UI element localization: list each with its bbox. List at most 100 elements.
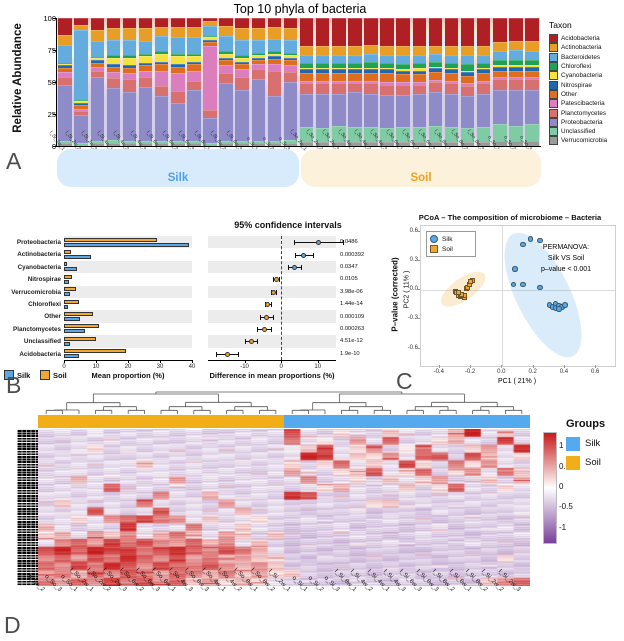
taxon-legend-item: Bacteroidetes [549,52,624,62]
y-tick-mark [53,82,56,83]
legend-label: Nitrospirae [561,81,592,89]
soil-mean-bar [64,250,71,254]
bar-segment [138,18,153,29]
panel-b-right-x-label: Difference in mean proportions (%) [209,371,335,380]
p-value: 3.98e-06 [340,288,363,295]
bar-segment [476,73,491,81]
bar-segment [412,55,426,63]
ci-cap [293,240,295,246]
bar-segment [460,85,475,97]
bar-segment [267,53,282,57]
tick-label: 20 [124,364,132,370]
x-tick-label: 0.2 [528,369,537,375]
bar-segment [74,29,88,101]
taxon-legend-title: Taxon [549,20,572,30]
bar-segment [444,73,459,81]
bar-segment [58,18,72,35]
p-value: 4.51e-12 [340,338,363,345]
bar-segment [509,50,523,61]
bar-segment [299,18,314,47]
bar-segment [122,39,137,56]
bar-segment [74,18,88,25]
y-tick-label: 0.3 [409,257,418,263]
bar-segment [267,38,282,52]
y-tick-mark [53,18,56,19]
permanova-annotation: PERMANOVA: Silk VS Soil p–value < 0.001 [524,242,608,275]
x-tick-label: 0.0 [497,369,506,375]
ci-cap [295,252,297,258]
legend-swatch [4,370,14,380]
panel-b-left-x-label: Mean proportion (%) [91,371,165,380]
bar-segment [476,126,491,143]
bar-segment [122,140,137,144]
bar-segment [58,143,72,146]
bar-segment [332,62,346,68]
stacked-bar [460,18,475,146]
bar-segment [509,70,523,77]
bar-segment [235,55,249,58]
panel-c-title: PCoA – The composition of microbiome – B… [418,213,602,222]
bar-segment [58,140,72,144]
bar-segment [187,140,201,144]
bar-segment [444,83,459,94]
bar-segment [171,102,185,141]
bar-segment [380,84,394,95]
bar-segment [219,73,233,84]
bar-segment [348,18,362,47]
groups-legend: Groups Silk Soil [566,418,605,472]
tick-label: 10 [314,364,322,370]
bar-segment [154,53,169,62]
bar-segment [251,143,265,146]
tick-mark [317,360,319,363]
silk-point [537,284,543,291]
bar-segment [525,41,539,52]
bar-segment [154,27,169,36]
silk-point [562,302,568,308]
bar-segment [283,60,298,66]
bar-segment [187,70,201,81]
taxon-legend-item: Cyanobacteria [549,71,624,81]
taxon-legend-item: Verrucomicrobia [549,136,624,146]
legend-swatch [549,52,558,62]
p-value: 0.0486 [340,239,358,246]
bar-segment [219,18,233,26]
bar-segment [460,71,475,76]
tick-mark [595,365,597,368]
bar-segment [380,73,394,83]
bar-segment [283,143,298,146]
panel-b-error-bar-chart: 95% confidence intervals Proteobacteria 0… [0,212,400,400]
soil-mean-bar [64,349,127,354]
panel-label-b: B [6,372,22,398]
bar-segment [122,28,137,40]
bar-segment [299,73,314,81]
p-value: 0.000109 [340,313,365,320]
bar-segment [525,60,539,66]
stacked-bar [412,18,426,146]
difference-dot [224,351,230,357]
bar-segment [203,42,217,47]
bar-segment [171,27,185,38]
bar-segment [267,70,282,97]
legend-label: Unclassified [561,128,596,136]
legend-label: Other [561,90,577,98]
bar-segment [235,64,249,70]
bar-segment [122,65,137,68]
bar-segment [444,62,459,68]
bar-segment [251,60,265,65]
stacked-bar [251,18,265,146]
bar-segment [364,61,378,68]
bar-segment [251,69,265,80]
row-stripe [64,335,192,348]
y-tick-mark [53,146,56,147]
bar-segment [187,27,201,38]
panel-b-legend-item: Soil [40,370,67,380]
tick-label: 30 [156,364,164,370]
silk-mean-bar [64,341,71,346]
bar-segment [90,66,104,71]
legend-swatch [549,71,558,81]
bar-segment [476,80,491,84]
difference-dot [271,289,277,295]
soil-group-label: Soil [410,172,432,184]
bar-segment [283,139,298,144]
